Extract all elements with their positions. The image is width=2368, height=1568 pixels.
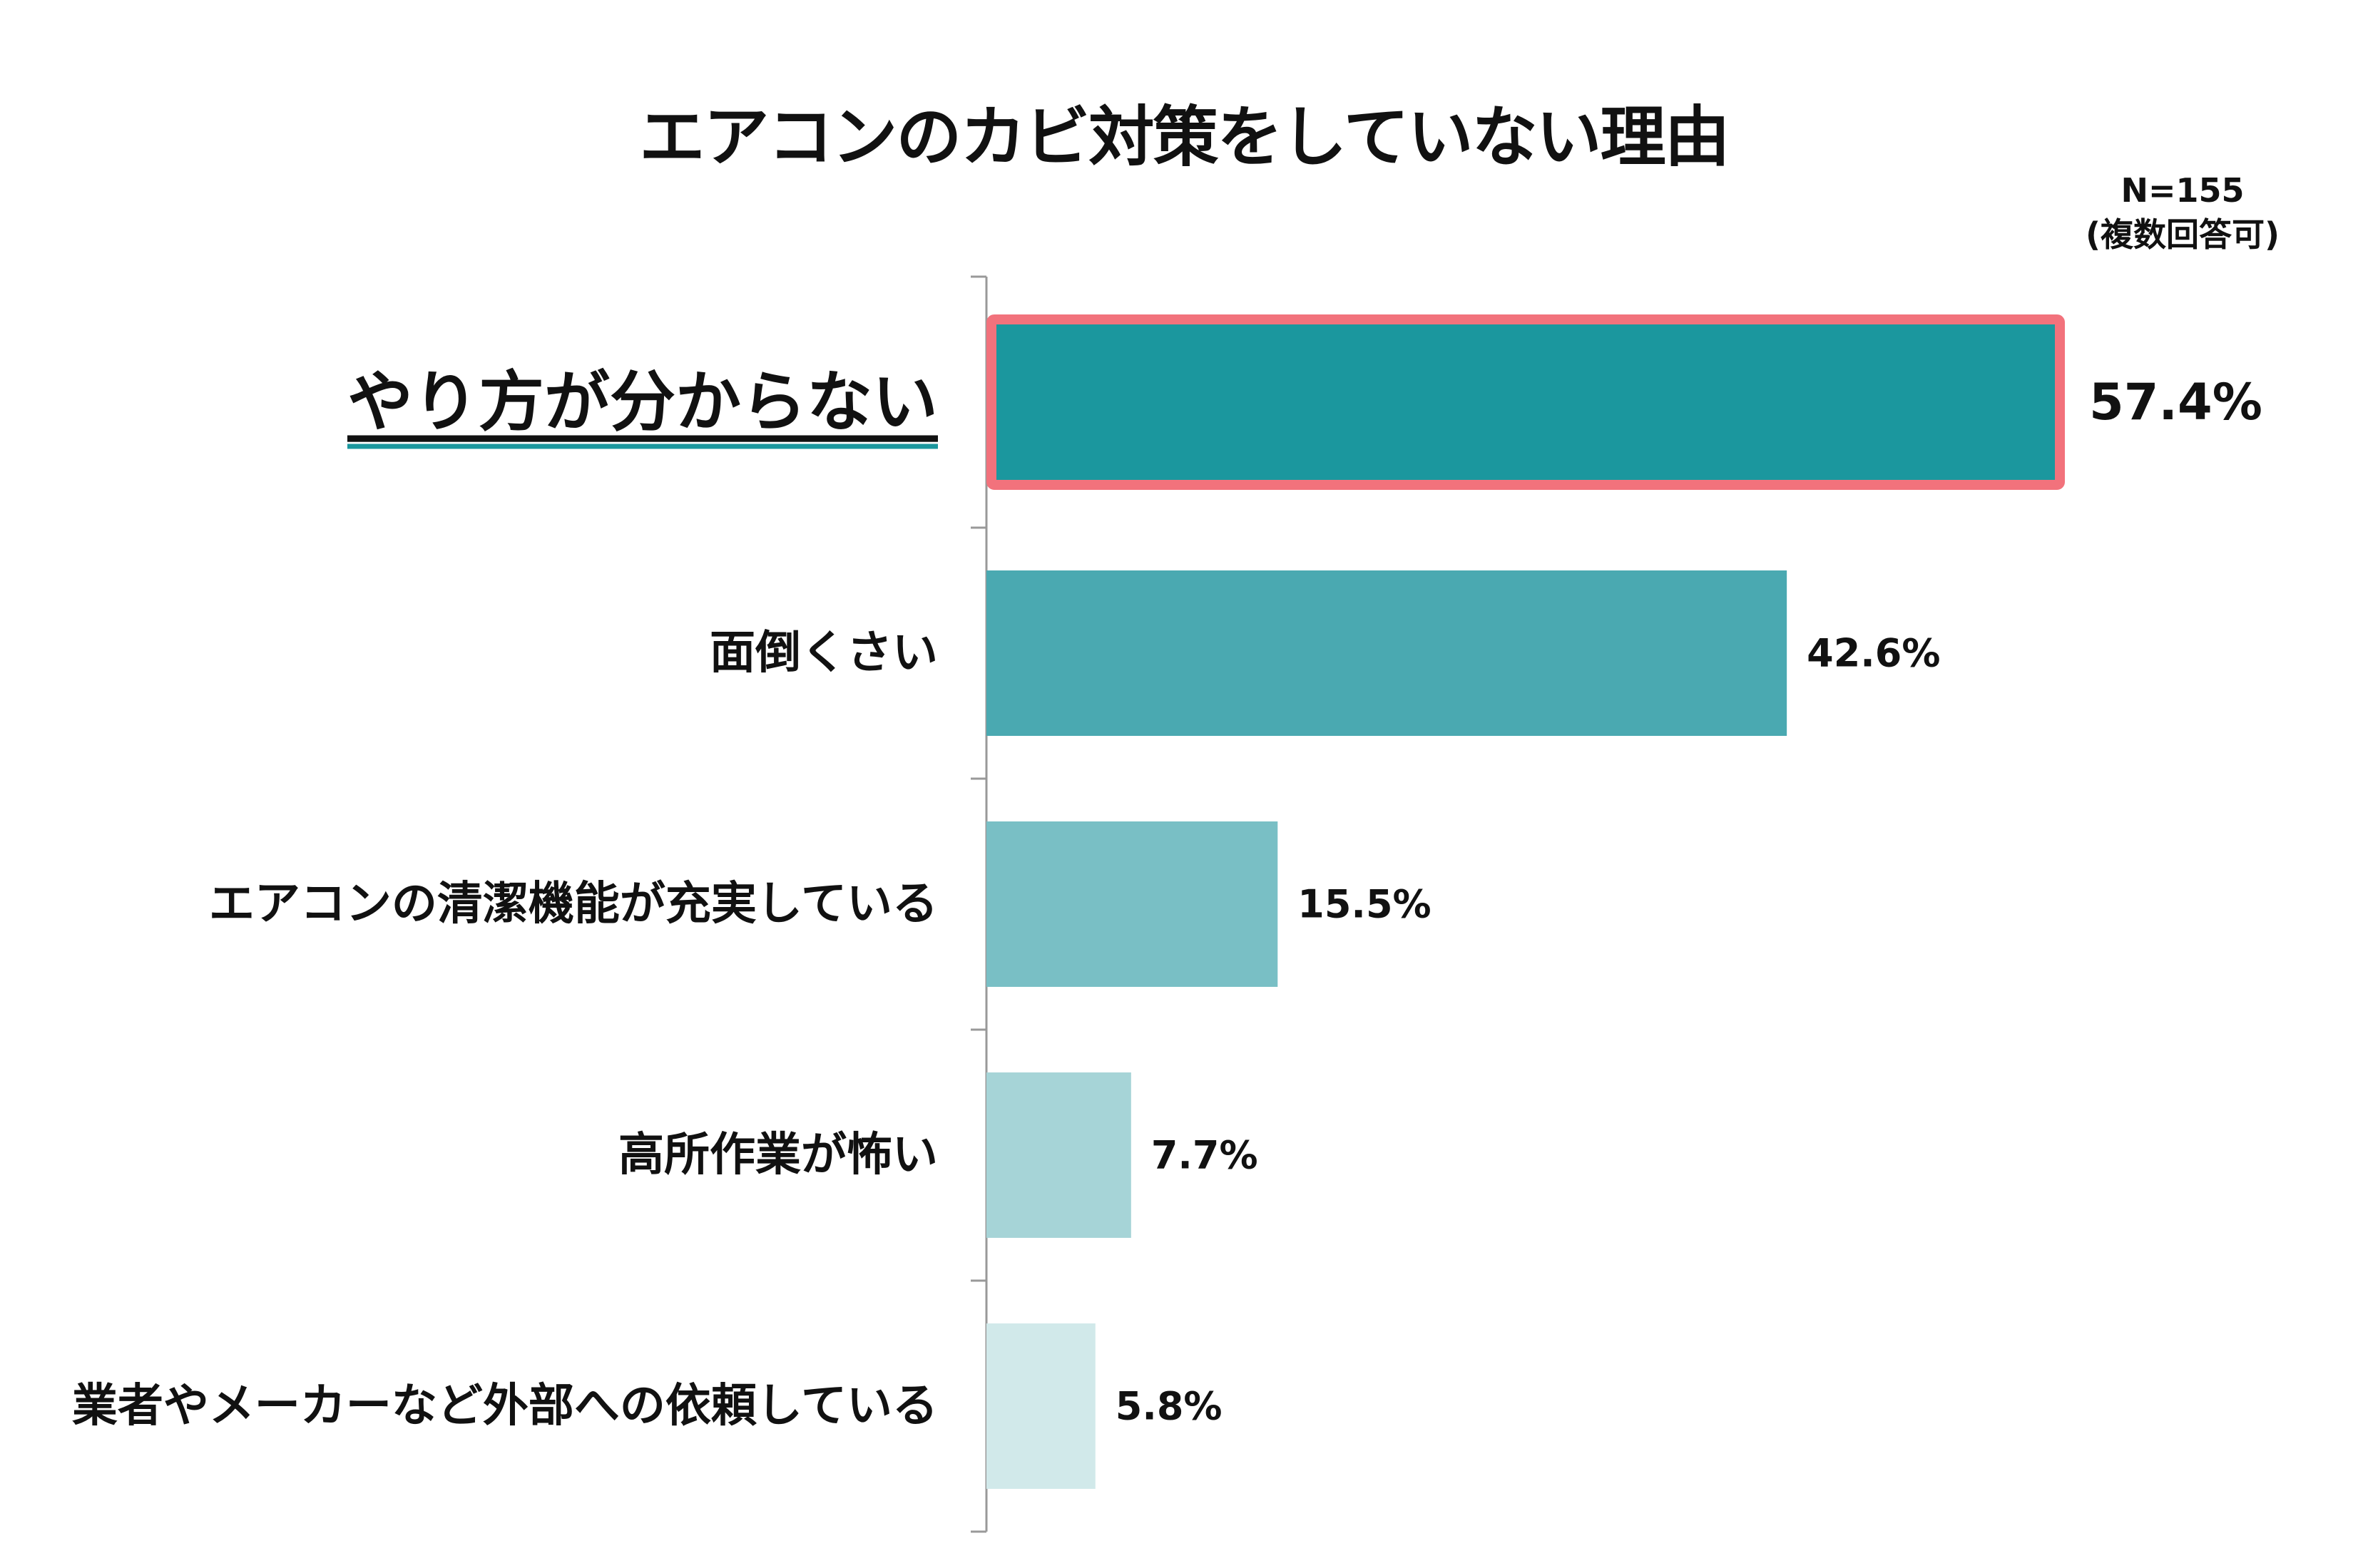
- category-label-1: やり方が分からない: [347, 364, 938, 441]
- value-label-4: 7.7%: [1151, 1133, 1258, 1178]
- sample-size-label: N=155: [2121, 171, 2245, 210]
- bar-1: [986, 314, 2065, 490]
- value-label-5: 5.8%: [1116, 1384, 1223, 1429]
- bar-5: [986, 1323, 1096, 1489]
- bar-3: [986, 821, 1278, 987]
- sample-note: N=155 (複数回答可): [2054, 168, 2311, 257]
- value-label-2: 42.6%: [1807, 631, 1940, 676]
- value-label-3: 15.5%: [1297, 882, 1431, 927]
- chart-title: エアコンのカビ対策をしていない理由: [639, 99, 1730, 175]
- bar-4: [986, 1072, 1131, 1238]
- category-label-2: 面倒くさい: [710, 627, 938, 680]
- category-label-4: 高所作業が怖い: [618, 1129, 938, 1182]
- category-label-3: エアコンの清潔機能が充実している: [209, 878, 938, 931]
- value-label-1: 57.4%: [2089, 373, 2262, 431]
- multiple-answer-note: (複数回答可): [2085, 215, 2280, 254]
- category-label-5: 業者やメーカーなど外部への依頼している: [72, 1380, 938, 1433]
- bar-2: [986, 570, 1787, 736]
